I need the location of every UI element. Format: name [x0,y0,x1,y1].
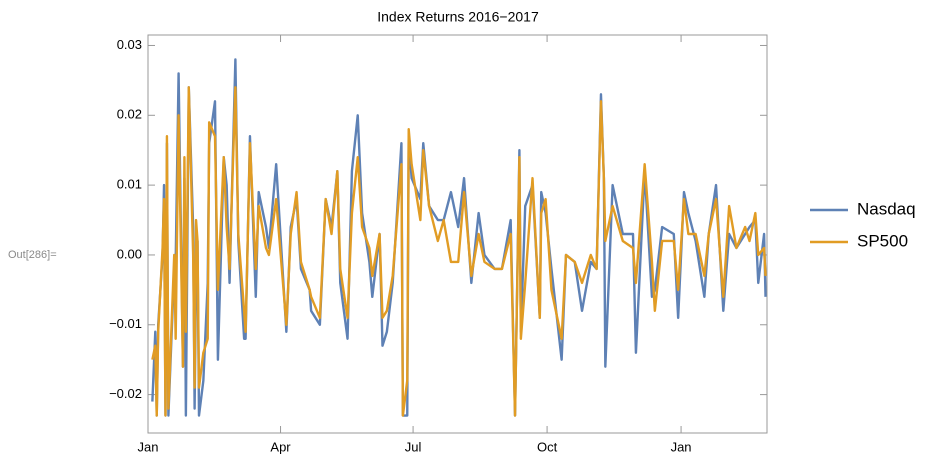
y-tick-label: 0.03 [117,37,142,52]
x-tick-label: Apr [270,439,291,454]
y-tick-label: −0.01 [109,316,142,331]
chart-title: Index Returns 2016−2017 [377,9,539,25]
series-line [151,58,767,417]
legend-label: SP500 [857,231,908,250]
x-tick-label: Oct [537,439,558,454]
plot-frame [147,34,768,434]
series-line [151,86,767,417]
y-tick-label: 0.02 [117,107,142,122]
x-tick-label: Jan [138,439,159,454]
prompt-label: Out[286]= [8,249,57,261]
x-tick-label: Jan [671,439,692,454]
x-tick-label: Jul [405,439,422,454]
legend-label: Nasdaq [857,199,916,218]
y-tick-label: −0.02 [109,386,142,401]
y-tick-label: 0.00 [117,246,142,261]
y-tick-label: 0.01 [117,177,142,192]
